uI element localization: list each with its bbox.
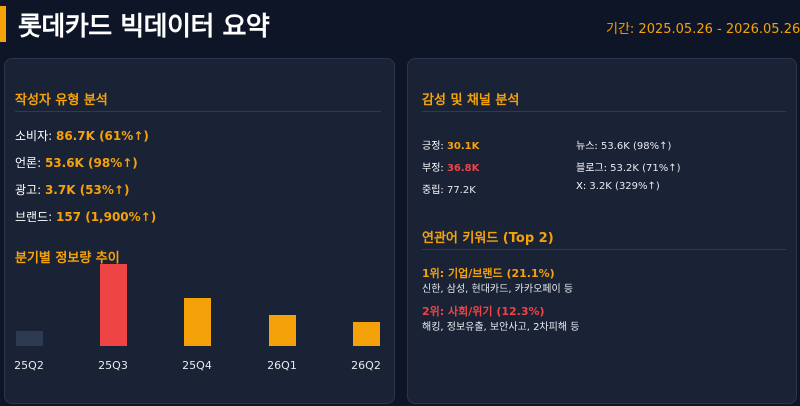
keyword-1-title: 1위: 기업/브랜드 (21.1%) — [422, 267, 555, 280]
author-row-consumer: 소비자: 86.7K (61%↑) — [15, 127, 149, 144]
sentiment-label: 부정: — [422, 163, 447, 174]
keyword-section-title: 연관어 키워드 (Top 2) — [422, 231, 554, 246]
author-row-label: 언론: — [15, 156, 45, 170]
sentiment-value: 36.8K — [446, 163, 480, 174]
author-section-divider — [15, 111, 381, 112]
channel-label: 뉴스: — [576, 141, 601, 152]
keyword-2-desc: 해킹, 정보유출, 보안사고, 2차피해 등 — [422, 322, 580, 333]
keyword-section-divider — [422, 249, 786, 250]
channel-row-x: X: 3.2K (329%↑) — [576, 181, 660, 192]
sentiment-section-divider — [422, 111, 786, 112]
sentiment-label: 긍정: — [422, 141, 447, 152]
bar-25q3 — [99, 264, 127, 346]
author-row-press: 언론: 53.6K (98%↑) — [15, 154, 138, 171]
author-row-value: 157 (1,900%↑) — [55, 210, 157, 224]
period-label: 기간: 2025.05.26 - 2026.05.26 (1년) — [606, 22, 800, 37]
sentiment-section-title: 감성 및 채널 분석 — [422, 93, 520, 108]
bar-25q4 — [183, 298, 211, 346]
channel-value: 53.6K (98%↑) — [600, 141, 672, 152]
author-row-value: 53.6K (98%↑) — [44, 156, 138, 170]
sentiment-label: 중립: — [422, 185, 447, 196]
keyword-2-title: 2위: 사회/위기 (12.3%) — [422, 305, 545, 318]
channel-value: 3.2K (329%↑) — [589, 181, 660, 192]
header: 롯데카드 빅데이터 요약 기간: 2025.05.26 - 2026.05.26… — [0, 0, 800, 50]
sentiment-row-neutral: 중립: 77.2K — [422, 181, 476, 196]
x-tick-label: 26Q2 — [351, 359, 381, 372]
sentiment-row-positive: 긍정: 30.1K — [422, 137, 479, 152]
channel-row-news: 뉴스: 53.6K (98%↑) — [576, 137, 671, 152]
author-row-label: 소비자: — [15, 129, 56, 143]
x-tick-label: 26Q1 — [267, 359, 297, 372]
sentiment-value: 77.2K — [446, 185, 476, 196]
trend-section-title: 분기별 정보량 추이 — [15, 251, 120, 266]
page-title: 롯데카드 빅데이터 요약 — [18, 12, 270, 42]
bar-25q2 — [15, 331, 43, 346]
channel-label: 블로그: — [576, 163, 611, 174]
channel-row-blog: 블로그: 53.2K (71%↑) — [576, 159, 681, 174]
x-tick-label: 25Q3 — [98, 359, 128, 372]
channel-label: X: — [576, 181, 590, 192]
bar-26q1 — [268, 315, 296, 346]
sentiment-value: 30.1K — [446, 141, 480, 152]
channel-value: 53.2K (71%↑) — [610, 163, 681, 174]
author-row-label: 브랜드: — [15, 210, 56, 224]
right-panel: 감성 및 채널 분석 긍정: 30.1K 부정: 36.8K 중립: 77.2K… — [407, 58, 797, 404]
sentiment-row-negative: 부정: 36.8K — [422, 159, 479, 174]
author-row-ad: 광고: 3.7K (53%↑) — [15, 181, 129, 198]
x-tick-label: 25Q4 — [182, 359, 212, 372]
bar-26q2 — [352, 322, 380, 346]
title-accent-bar — [0, 6, 6, 42]
author-row-value: 86.7K (61%↑) — [55, 129, 149, 143]
left-panel: 작성자 유형 분석 소비자: 86.7K (61%↑) 언론: 53.6K (9… — [4, 58, 395, 404]
author-row-brand: 브랜드: 157 (1,900%↑) — [15, 208, 156, 225]
x-tick-label: 25Q2 — [14, 359, 44, 372]
keyword-1-desc: 신한, 삼성, 현대카드, 카카오페이 등 — [422, 284, 574, 295]
author-row-label: 광고: — [15, 183, 45, 197]
author-row-value: 3.7K (53%↑) — [44, 183, 130, 197]
author-section-title: 작성자 유형 분석 — [15, 93, 108, 108]
